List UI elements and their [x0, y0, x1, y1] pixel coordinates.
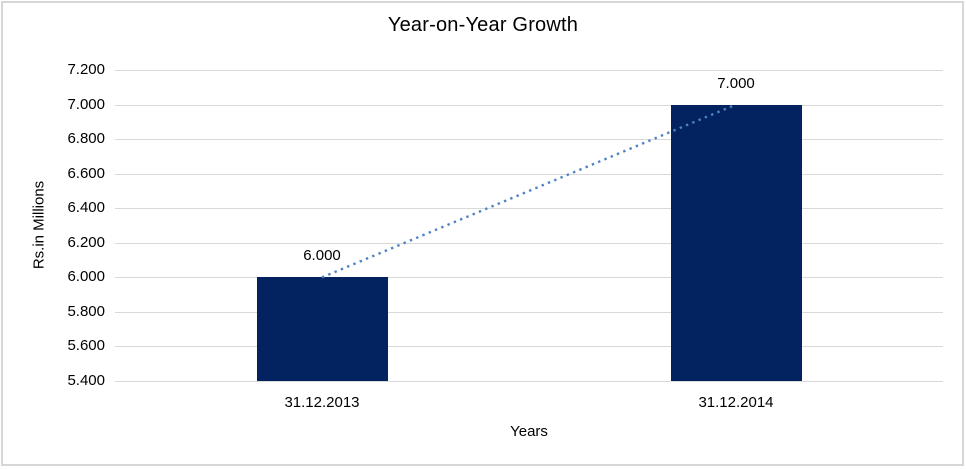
trendline — [321, 103, 737, 279]
gridline — [115, 208, 943, 210]
bar-value-label: 6.000 — [303, 247, 341, 265]
x-axis-category-label: 31.12.2014 — [698, 394, 774, 411]
gridline — [115, 311, 943, 313]
bar-31.12.2014 — [670, 104, 802, 381]
y-axis-tick-label: 5.400 — [67, 372, 105, 390]
chart-title: Year-on-Year Growth — [387, 14, 579, 36]
bar-value-label: 7.000 — [717, 74, 755, 92]
y-axis-tick-label: 6.000 — [67, 268, 105, 286]
bar-31.12.2013 — [256, 277, 388, 381]
y-axis-tick-label: 6.800 — [67, 130, 105, 148]
gridline — [115, 242, 943, 244]
y-axis-tick-label: 7.000 — [67, 95, 105, 113]
gridline — [115, 104, 943, 106]
plot-area — [115, 70, 943, 382]
y-axis-tick-label: 6.200 — [67, 233, 105, 251]
y-axis-tick-label: 7.200 — [67, 61, 105, 79]
gridline — [115, 139, 943, 141]
gridline — [115, 173, 943, 175]
gridline — [115, 346, 943, 348]
y-axis-tick-label: 5.800 — [67, 303, 105, 321]
gridline — [115, 381, 943, 382]
x-axis-title: Years — [510, 423, 548, 440]
y-axis-tick-label: 6.600 — [67, 164, 105, 182]
y-axis-title: Rs.in Millions — [30, 180, 48, 270]
gridline — [115, 70, 943, 71]
y-axis-tick-label: 5.600 — [67, 337, 105, 355]
gridline — [115, 277, 943, 279]
y-axis-tick-label: 6.400 — [67, 199, 105, 217]
x-axis-category-label: 31.12.2013 — [284, 394, 360, 411]
